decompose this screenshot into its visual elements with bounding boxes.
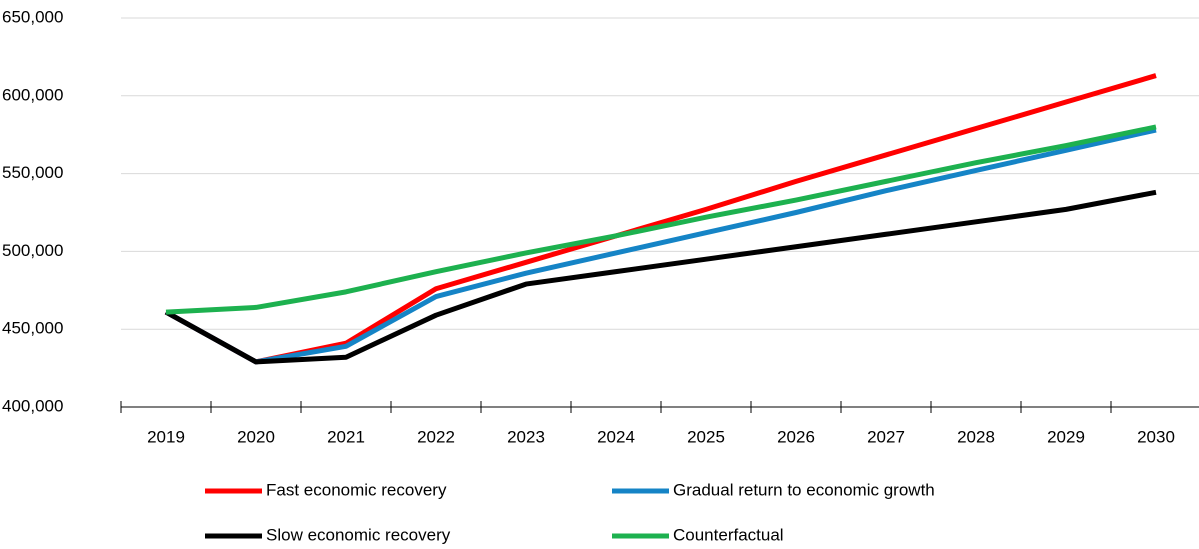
legend-label: Slow economic recovery	[266, 525, 451, 544]
x-tick-label: 2020	[237, 427, 275, 446]
x-tick-label: 2027	[867, 427, 905, 446]
x-tick-label: 2021	[327, 427, 365, 446]
x-tick-label: 2028	[957, 427, 995, 446]
y-tick-label: 650,000	[2, 7, 63, 26]
series-line	[164, 127, 1157, 365]
x-tick-label: 2025	[687, 427, 725, 446]
legend-label: Gradual return to economic growth	[673, 480, 935, 499]
y-tick-label: 450,000	[2, 319, 63, 338]
x-tick-label: 2024	[597, 427, 635, 446]
series-line	[164, 189, 1157, 365]
x-tick-label: 2030	[1137, 427, 1175, 446]
legend-label: Counterfactual	[673, 525, 784, 544]
x-tick-label: 2022	[417, 427, 455, 446]
y-tick-label: 500,000	[2, 241, 63, 260]
series-line	[165, 124, 1157, 315]
x-tick-label: 2026	[777, 427, 815, 446]
series-line	[164, 73, 1157, 365]
legend-label: Fast economic recovery	[266, 480, 447, 499]
y-tick-label: 400,000	[2, 396, 63, 415]
y-tick-label: 550,000	[2, 163, 63, 182]
x-tick-label: 2019	[147, 427, 185, 446]
y-tick-label: 600,000	[2, 85, 63, 104]
x-tick-label: 2029	[1047, 427, 1085, 446]
x-tick-label: 2023	[507, 427, 545, 446]
